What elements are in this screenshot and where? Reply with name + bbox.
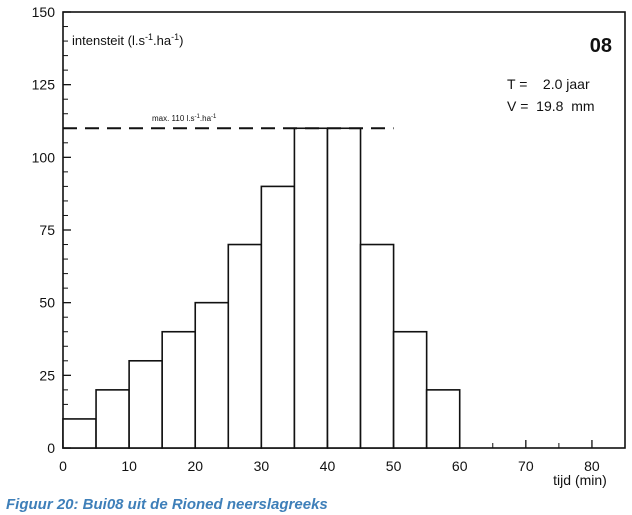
x-tick-label: 10 — [121, 458, 137, 474]
figure-caption: Figuur 20: Bui08 uit de Rioned neerslagr… — [6, 496, 328, 513]
bar — [194, 301, 230, 449]
bar — [425, 389, 461, 449]
bar — [227, 243, 263, 449]
bar — [62, 418, 97, 449]
x-tick-label: 70 — [518, 458, 534, 474]
x-tick-label: 60 — [452, 458, 468, 474]
bar — [128, 359, 163, 449]
y-axis-ticks: 0 25 50 75 100 125 150 — [32, 4, 71, 456]
x-tick-label: 20 — [187, 458, 203, 474]
bar — [260, 185, 296, 449]
y-tick-label: 150 — [32, 4, 56, 20]
bar — [161, 330, 197, 449]
y-tick-label: 100 — [32, 149, 56, 165]
bar — [359, 243, 395, 449]
bar — [95, 389, 130, 449]
bar — [293, 127, 329, 449]
x-axis-ticks: 0 10 20 30 40 50 60 70 80 — [59, 440, 600, 474]
return-period-label: T = 2.0 jaar — [507, 76, 590, 92]
y-tick-label: 50 — [39, 295, 55, 311]
rain-event-id: 08 — [590, 35, 612, 57]
x-tick-label: 30 — [254, 458, 270, 474]
y-axis-label: intensteit (l.s-1.ha-1) — [72, 32, 183, 48]
y-tick-label: 75 — [39, 222, 55, 238]
y-tick-label: 125 — [32, 77, 56, 93]
volume-label: V = 19.8 mm — [507, 98, 595, 114]
bar — [392, 330, 428, 449]
x-tick-label: 0 — [59, 458, 67, 474]
bars — [62, 127, 461, 449]
max-label: max. 110 l.s-1.ha-1 — [152, 114, 217, 123]
bar — [326, 127, 362, 449]
x-tick-label: 40 — [320, 458, 336, 474]
x-axis-label: tijd (min) — [553, 472, 607, 488]
y-tick-label: 25 — [39, 367, 55, 383]
x-tick-label: 80 — [584, 458, 600, 474]
y-tick-label: 0 — [47, 440, 55, 456]
x-tick-label: 50 — [386, 458, 402, 474]
